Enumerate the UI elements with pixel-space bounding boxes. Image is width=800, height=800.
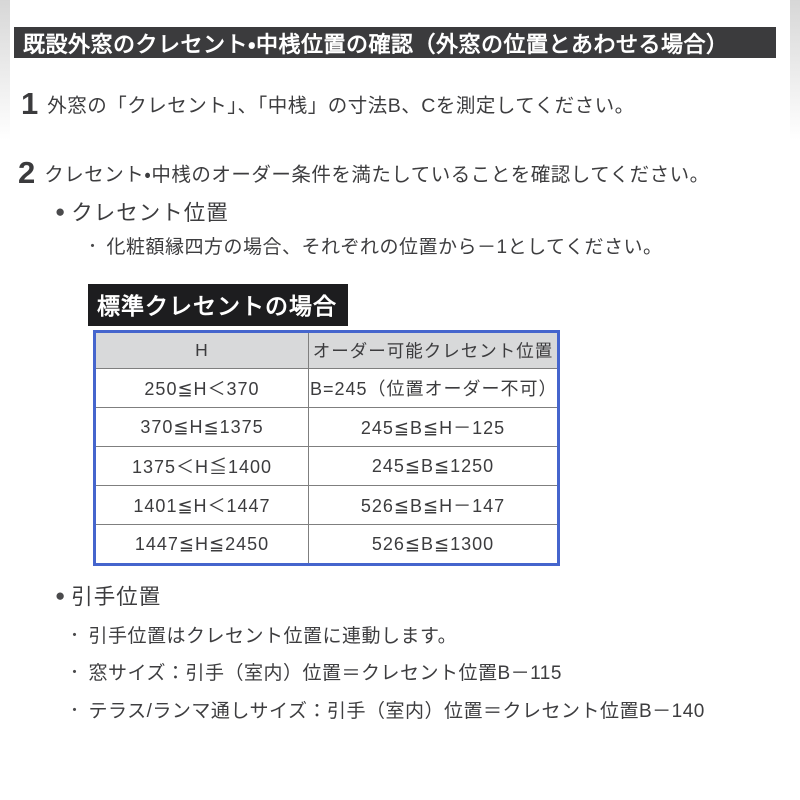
table-cell-b-range: 245≦B≦H－125: [308, 407, 559, 447]
scan-shade-right: [790, 0, 800, 140]
step-2: 2 クレセント・中桟のオーダー条件を満たしていることを確認してください。: [18, 157, 710, 188]
scan-shade-left: [0, 0, 10, 140]
handle-note: ・ 引手位置はクレセント位置に連動します。: [67, 621, 457, 648]
step-2-number: 2: [18, 155, 36, 190]
section-title-bar: 既設外窓のクレセント・中桟位置の確認（外窓の位置とあわせる場合）: [14, 27, 776, 58]
table-row: 370≦H≦1375 245≦B≦H－125: [94, 407, 559, 447]
handle-note-text: 窓サイズ：引手（室内）位置＝クレセント位置B－115: [88, 663, 562, 684]
step-1-text: 外窓の「クレセント」、「中桟」の寸法B、Cを測定してください。: [47, 95, 635, 117]
table-cell-h-range: 1447≦H≦2450: [94, 524, 309, 565]
table-cell-b-range: 245≦B≦1250: [308, 446, 559, 486]
handle-note: ・ 窓サイズ：引手（室内）位置＝クレセント位置B－115: [67, 658, 562, 685]
table-header-row: H オーダー可能クレセント位置: [94, 331, 559, 369]
handle-note: ・ テラス/ランマ通しサイズ：引手（室内）位置＝クレセント位置B－140: [67, 696, 705, 723]
crescent-note: ・ 化粧額縁四方の場合、それぞれの位置から－1としてください。: [85, 232, 662, 259]
crescent-position-heading-label: クレセント位置: [71, 201, 229, 225]
small-bullet-icon: ・: [67, 627, 83, 644]
table-header-h: H: [94, 331, 309, 369]
table-cell-b-range: 526≦B≦1300: [308, 524, 559, 565]
crescent-position-heading: ● クレセント位置: [55, 196, 229, 227]
table-cell-h-range: 250≦H＜370: [94, 368, 309, 408]
table-cell-h-range: 370≦H≦1375: [94, 407, 309, 447]
step-1: 1 外窓の「クレセント」、「中桟」の寸法B、Cを測定してください。: [21, 88, 635, 119]
table-row: 1375＜H≦1400 245≦B≦1250: [94, 446, 559, 486]
table-cell-h-range: 1375＜H≦1400: [94, 446, 309, 486]
small-bullet-icon: ・: [67, 702, 83, 719]
bullet-dot-icon: ●: [55, 585, 67, 605]
small-bullet-icon: ・: [67, 664, 83, 681]
step-2-text: クレセント・中桟のオーダー条件を満たしていることを確認してください。: [44, 164, 710, 186]
handle-note-text: テラス/ランマ通しサイズ：引手（室内）位置＝クレセント位置B－140: [88, 701, 705, 722]
standard-crescent-label: 標準クレセントの場合: [88, 284, 348, 326]
table-cell-h-range: 1401≦H＜1447: [94, 485, 309, 525]
crescent-position-table: H オーダー可能クレセント位置 250≦H＜370 B=245（位置オーダー不可…: [93, 330, 560, 566]
table-row: 250≦H＜370 B=245（位置オーダー不可）: [94, 368, 559, 408]
bullet-dot-icon: ●: [55, 201, 67, 221]
table-header-order-position: オーダー可能クレセント位置: [308, 331, 559, 369]
small-bullet-icon: ・: [85, 238, 101, 255]
handle-position-heading-label: 引手位置: [71, 585, 162, 609]
crescent-note-text: 化粧額縁四方の場合、それぞれの位置から－1としてください。: [106, 237, 663, 258]
table-row: 1447≦H≦2450 526≦B≦1300: [94, 524, 559, 565]
handle-note-text: 引手位置はクレセント位置に連動します。: [88, 626, 458, 647]
handle-position-heading: ● 引手位置: [55, 580, 161, 611]
table-cell-b-range: 526≦B≦H－147: [308, 485, 559, 525]
section-title: 既設外窓のクレセント・中桟位置の確認（外窓の位置とあわせる場合）: [23, 31, 729, 57]
table-row: 1401≦H＜1447 526≦B≦H－147: [94, 485, 559, 525]
table-cell-b-range: B=245（位置オーダー不可）: [308, 368, 559, 408]
step-1-number: 1: [21, 86, 39, 121]
